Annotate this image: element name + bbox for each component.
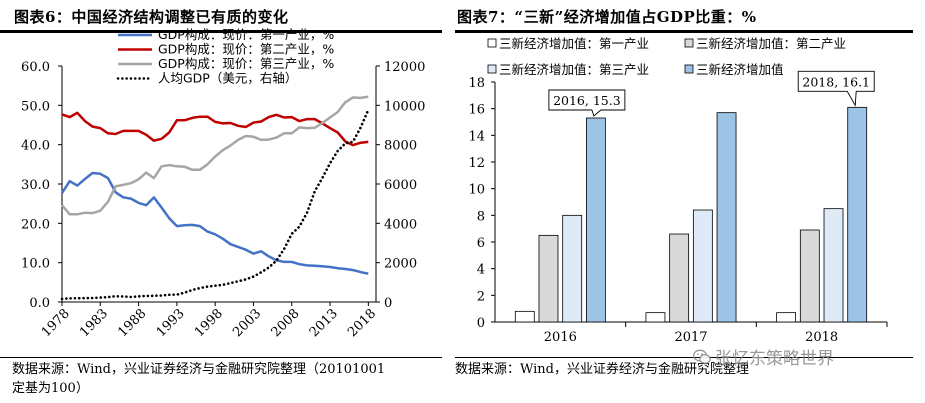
bar-2018-s2 [799,229,820,323]
legend-swatch [487,38,497,48]
bar-2018-s4 [847,106,868,323]
bar-2018-s3 [823,208,844,323]
x-tick-label: 2018 [345,306,379,340]
legend-label: GDP构成：现价：第一产业，% [158,27,334,42]
right-y-tick-label: 2000 [384,257,417,272]
legend-swatch [487,64,497,74]
x-tick-label: 2017 [674,330,707,345]
x-tick-label: 2018 [805,330,838,345]
annotation-box [548,89,626,117]
bar-2017-s4 [716,112,737,323]
watermark: 张忆东策略世界 [693,344,834,369]
y-tick-label: 16 [468,103,485,118]
legend-swatch [684,38,694,48]
series-line-4 [60,108,370,301]
right-y-tick-label: 4000 [384,217,417,232]
annotation-callout: 2016, 15.3 [548,89,626,117]
annotation-label: 2016, 15.3 [553,93,621,108]
bar-2016-s3 [562,214,583,323]
right-title-rule [455,30,913,33]
right-chart-panel: 图表7：“三新”经济增加值占GDP比重：% 0 2 4 6 8 10 12 14 16 18 201… [455,0,925,403]
left-chart-panel: 图表6：中国经济结构调整已有质的变化 0.0 10.0 20.0 30.0 40.0 50… [0,0,455,403]
y-tick-label: 4 [477,263,485,278]
bar-2017-s1 [645,312,666,323]
legend-label: 三新经济增加值 [696,62,784,77]
wechat-icon [693,349,711,364]
y-tick-label: 14 [468,129,485,144]
right-y-tick-label: 12000 [384,60,425,75]
left-y-tick-label: 30.0 [21,178,50,193]
y-tick-label: 8 [477,209,485,224]
watermark-text: 张忆东策略世界 [715,349,834,369]
left-title-rule [0,30,442,33]
x-tick-label: 1978 [39,306,73,340]
line-chart: 0.0 10.0 20.0 30.0 40.0 50.0 60.0 0 2000 4000 6000… [21,27,425,340]
bar-2017-s3 [692,209,713,323]
bar-2017-s2 [669,233,690,323]
left-y-tick-label: 10.0 [21,257,50,272]
y-tick-label: 10 [468,183,485,198]
right-y-tick-label: 8000 [384,139,417,154]
x-tick-label: 2008 [269,306,303,340]
y-tick-label: 2 [477,289,485,304]
x-tick-label: 1998 [192,306,226,340]
y-tick-label: 6 [477,236,485,251]
x-tick-label: 1993 [154,306,188,340]
right-source-line1: 数据来源：Wind，兴业证券经济与金融研究院整理 [455,362,749,377]
bar-2016-s4 [585,117,606,323]
left-y-tick-label: 20.0 [21,217,50,232]
legend-swatch [684,64,694,74]
left-source-line2: 定基为100） [12,381,89,396]
right-y-tick-label: 10000 [384,99,425,114]
bar-2016-s1 [514,310,535,323]
right-source-rule [455,357,913,358]
left-legend: GDP构成：现价：第一产业，%GDP构成：现价：第二产业，%GDP构成：现价：第… [116,27,334,86]
series-line-3 [61,95,369,216]
left-source-line1: 数据来源：Wind，兴业证券经济与金融研究院整理（20101001 [12,362,386,377]
legend-label: 三新经济增加值：第三产业 [499,62,649,77]
annotation-label: 2018, 16.1 [802,74,870,89]
legend-label: 三新经济增加值：第一产业 [499,36,649,51]
legend-label: 三新经济增加值：第二产业 [696,36,846,51]
y-tick-label: 12 [468,156,485,171]
left-y-tick-label: 60.0 [21,60,50,75]
legend-label: 人均GDP（美元，右轴） [158,71,297,86]
x-tick-label: 2013 [307,306,341,340]
bar-2018-s1 [776,312,797,323]
x-tick-label: 1983 [77,306,111,340]
series-line-1 [60,171,369,275]
x-tick-label: 1988 [115,306,149,340]
x-tick-label: 2016 [544,330,577,345]
bar-chart: 0246810121416182016 2017 2018三新经济增加值：第一产业三… [468,36,888,345]
annotation-callout: 2018, 16.1 [797,70,875,107]
bar-2016-s2 [538,234,559,323]
legend-label: GDP构成：现价：第二产业，% [158,42,334,57]
y-tick-label: 0 [477,316,485,331]
series-line-2 [61,111,369,147]
x-tick-label: 2003 [230,306,264,340]
right-y-tick-label: 0 [384,296,392,311]
y-tick-label: 18 [468,76,485,91]
left-y-tick-label: 50.0 [21,99,50,114]
annotation-box [797,70,875,107]
legend-label: GDP构成：现价：第三产业，% [158,56,334,71]
left-chart-title: 图表6：中国经济结构调整已有质的变化 [14,8,289,26]
right-y-tick-label: 6000 [384,178,417,193]
right-chart-title: 图表7：“三新”经济增加值占GDP比重：% [457,8,757,26]
left-y-tick-label: 0.0 [29,296,50,311]
left-y-tick-label: 40.0 [21,139,50,154]
left-source-rule [0,357,442,358]
